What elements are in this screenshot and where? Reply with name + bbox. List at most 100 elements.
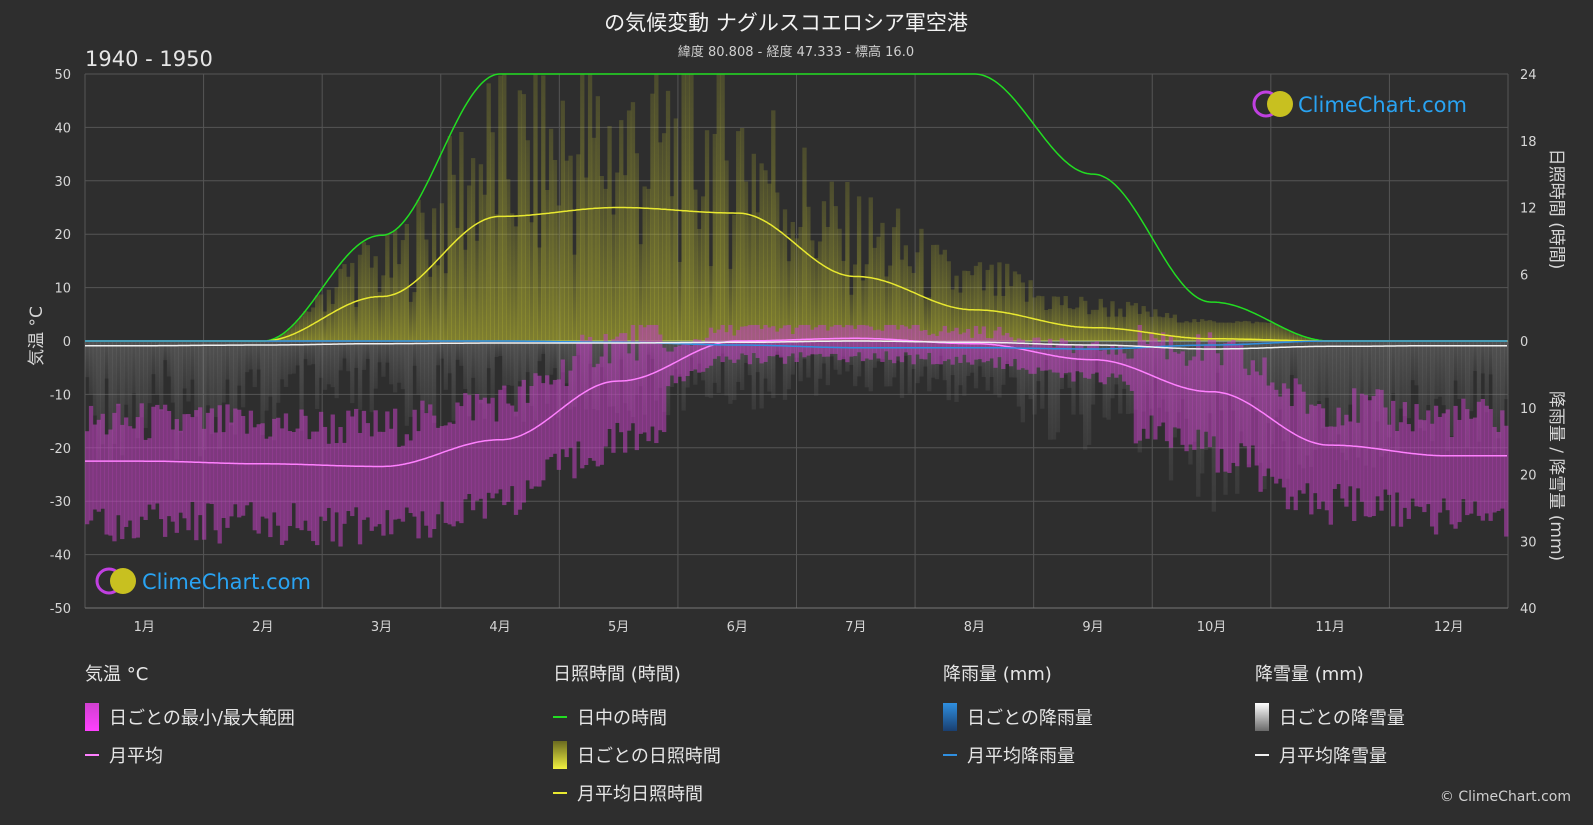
sunshine-bar [884, 276, 889, 341]
sunshine-bar [1071, 309, 1076, 341]
sunshine-bar [931, 244, 936, 341]
temp-range-bar [1387, 424, 1392, 495]
temp-range-bar [96, 419, 101, 512]
sunshine-bar [443, 273, 448, 341]
temp-range-bar [985, 338, 990, 362]
snow-bar [1332, 341, 1337, 443]
temp-range-bar [541, 383, 546, 481]
sunshine-bar [1090, 309, 1096, 341]
month-label: 5月 [608, 620, 629, 635]
temp-range-bar [1051, 347, 1057, 373]
snow-bar [1469, 341, 1474, 412]
sunshine-bar [541, 75, 546, 341]
temp-range-bar [318, 411, 324, 517]
snow-bar [1492, 341, 1497, 453]
temp-range-bar [506, 403, 511, 502]
sunshine-bar [829, 181, 834, 341]
sunshine-bar [911, 272, 916, 341]
sunshine-bar [903, 245, 909, 341]
sunshine-bar [1176, 322, 1181, 341]
temp-range-bar [829, 326, 834, 354]
temp-range-bar [626, 353, 632, 431]
snow-bar [127, 341, 133, 427]
snow-bar [272, 341, 277, 441]
temp-range-bar [268, 436, 273, 538]
temp-range-bar [1250, 360, 1255, 446]
snow-bar [131, 341, 137, 394]
sunshine-bar [1188, 322, 1193, 341]
temp-range-bar [1293, 378, 1298, 511]
temp-range-bar [1433, 405, 1439, 535]
temp-range-bar [256, 424, 261, 534]
snow-bar [365, 341, 370, 359]
snow-bar [318, 341, 324, 378]
snow-bar [334, 341, 339, 399]
sunshine-bar [299, 315, 304, 341]
temp-range-bar [1277, 396, 1283, 479]
sunshine-bar [470, 158, 476, 341]
month-label: 8月 [964, 620, 985, 635]
sunshine-bar [1149, 316, 1154, 341]
snow-bar [1359, 341, 1365, 396]
temp-range-bar [116, 403, 121, 516]
sunshine-bar [712, 133, 717, 341]
temp-range-bar [1227, 341, 1232, 473]
temp-range-bar [708, 327, 714, 366]
right-tick-label: 30 [1520, 535, 1537, 550]
snow-bar [1453, 341, 1458, 381]
sunshine-bar [365, 245, 370, 341]
legend-label: 日ごとの日照時間 [577, 746, 721, 767]
snow-bar [1348, 341, 1353, 405]
sunshine-bar [295, 320, 300, 341]
snow-bar [782, 341, 788, 400]
temp-range-bar [584, 340, 589, 465]
temp-range-bar [1129, 358, 1135, 391]
sunshine-bar [513, 226, 519, 341]
sunshine-bar [934, 244, 940, 341]
snow-bar [997, 341, 1002, 398]
temp-range-bar [474, 394, 480, 501]
logo-bottom-left[interactable]: ClimeChart.com [95, 567, 311, 595]
temp-range-bar [334, 443, 339, 513]
sunshine-bar [428, 276, 433, 341]
sunshine-bar [630, 102, 636, 341]
sunshine-bar [927, 297, 932, 341]
snow-bar [151, 341, 156, 375]
axes: 50 40 30 20 10 0 -10 -20 -30 -40 -50 24 18 12 6 0 10 20 30… [50, 68, 1537, 635]
chart-subtitle: 緯度 80.808 - 経度 47.333 - 標高 16.0 [678, 44, 914, 60]
temp-range-bar [1500, 410, 1505, 509]
sunshine-bar [1266, 322, 1271, 341]
sunshine-bar [369, 267, 374, 341]
temp-range-bar [759, 328, 764, 364]
snow-bar [108, 341, 113, 463]
temp-range-bar [486, 403, 491, 493]
sunshine-bar [463, 249, 468, 341]
temp-range-bar [1316, 404, 1322, 510]
temp-range-bar [377, 431, 382, 525]
snow-bar [1394, 341, 1400, 451]
snow-bar [560, 341, 565, 373]
snow-bar [205, 341, 211, 406]
temp-range-bar [1449, 437, 1454, 525]
sunshine-bar [607, 126, 612, 341]
sunshine-bar [915, 252, 920, 341]
sunshine-bar [1141, 306, 1146, 341]
sunshine-bar [751, 153, 756, 341]
sunshine-bar [1274, 324, 1279, 341]
temp-range-bar [739, 326, 745, 354]
temp-range-bar [1094, 341, 1100, 373]
temp-range-bar [638, 324, 643, 434]
sunshine-bar [646, 188, 651, 341]
temp-range-bar [396, 446, 402, 519]
snow-bar [240, 341, 246, 408]
snow-bar [915, 341, 920, 384]
snow-bar [1375, 341, 1380, 422]
temp-range-bar [494, 421, 499, 494]
temp-range-bar [1453, 405, 1458, 529]
sunshine-bar [1036, 295, 1041, 341]
temp-range-bar [1231, 339, 1236, 463]
temp-range-bar [1457, 419, 1462, 523]
temp-range-bar [895, 329, 901, 357]
snow-bar [864, 341, 870, 388]
logo-top-right[interactable]: ClimeChart.com [1252, 90, 1467, 118]
